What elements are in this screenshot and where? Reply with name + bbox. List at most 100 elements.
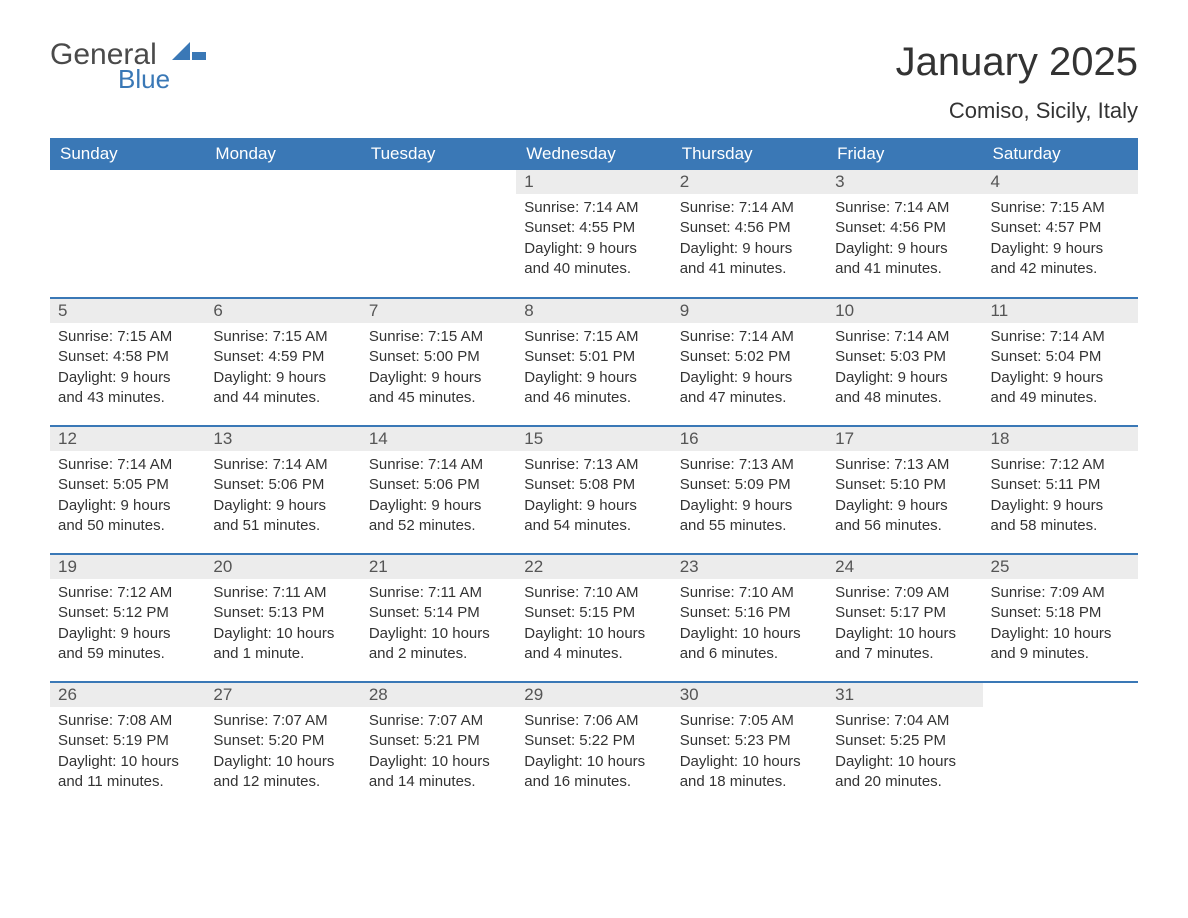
day-details: Sunrise: 7:14 AMSunset: 5:05 PMDaylight:…: [50, 451, 205, 544]
calendar-week-row: 5Sunrise: 7:15 AMSunset: 4:58 PMDaylight…: [50, 298, 1138, 426]
calendar-day-cell: 30Sunrise: 7:05 AMSunset: 5:23 PMDayligh…: [672, 682, 827, 810]
day-details: Sunrise: 7:14 AMSunset: 5:06 PMDaylight:…: [361, 451, 516, 544]
calendar-day-cell: 8Sunrise: 7:15 AMSunset: 5:01 PMDaylight…: [516, 298, 671, 426]
weekday-header: Friday: [827, 138, 982, 170]
day-details: Sunrise: 7:12 AMSunset: 5:12 PMDaylight:…: [50, 579, 205, 672]
day-number: 23: [672, 555, 827, 579]
day-number: 16: [672, 427, 827, 451]
day-number: 15: [516, 427, 671, 451]
calendar-day-cell: 10Sunrise: 7:14 AMSunset: 5:03 PMDayligh…: [827, 298, 982, 426]
day-number: 24: [827, 555, 982, 579]
day-number: 11: [983, 299, 1138, 323]
day-details: Sunrise: 7:14 AMSunset: 4:56 PMDaylight:…: [672, 194, 827, 287]
day-number: 25: [983, 555, 1138, 579]
day-number: 9: [672, 299, 827, 323]
calendar-day-cell: 20Sunrise: 7:11 AMSunset: 5:13 PMDayligh…: [205, 554, 360, 682]
day-number: 27: [205, 683, 360, 707]
day-details: Sunrise: 7:15 AMSunset: 5:00 PMDaylight:…: [361, 323, 516, 416]
location-text: Comiso, Sicily, Italy: [50, 98, 1138, 124]
day-details: Sunrise: 7:13 AMSunset: 5:08 PMDaylight:…: [516, 451, 671, 544]
day-details: Sunrise: 7:11 AMSunset: 5:13 PMDaylight:…: [205, 579, 360, 672]
calendar-day-cell: 18Sunrise: 7:12 AMSunset: 5:11 PMDayligh…: [983, 426, 1138, 554]
day-details: Sunrise: 7:14 AMSunset: 5:02 PMDaylight:…: [672, 323, 827, 416]
day-details: Sunrise: 7:10 AMSunset: 5:16 PMDaylight:…: [672, 579, 827, 672]
calendar-day-cell: 1Sunrise: 7:14 AMSunset: 4:55 PMDaylight…: [516, 170, 671, 298]
day-number: 29: [516, 683, 671, 707]
calendar-day-cell: 26Sunrise: 7:08 AMSunset: 5:19 PMDayligh…: [50, 682, 205, 810]
calendar-day-cell: 6Sunrise: 7:15 AMSunset: 4:59 PMDaylight…: [205, 298, 360, 426]
day-details: Sunrise: 7:15 AMSunset: 4:58 PMDaylight:…: [50, 323, 205, 416]
day-number: 4: [983, 170, 1138, 194]
calendar-day-cell: 27Sunrise: 7:07 AMSunset: 5:20 PMDayligh…: [205, 682, 360, 810]
calendar-day-cell: 22Sunrise: 7:10 AMSunset: 5:15 PMDayligh…: [516, 554, 671, 682]
day-number: 7: [361, 299, 516, 323]
day-number: 12: [50, 427, 205, 451]
day-details: Sunrise: 7:14 AMSunset: 4:56 PMDaylight:…: [827, 194, 982, 287]
day-number: 8: [516, 299, 671, 323]
day-details: Sunrise: 7:14 AMSunset: 4:55 PMDaylight:…: [516, 194, 671, 287]
calendar-day-cell: 7Sunrise: 7:15 AMSunset: 5:00 PMDaylight…: [361, 298, 516, 426]
calendar-day-cell: 15Sunrise: 7:13 AMSunset: 5:08 PMDayligh…: [516, 426, 671, 554]
weekday-header: Saturday: [983, 138, 1138, 170]
weekday-header-row: Sunday Monday Tuesday Wednesday Thursday…: [50, 138, 1138, 170]
calendar-day-cell: ..: [205, 170, 360, 298]
day-details: Sunrise: 7:13 AMSunset: 5:09 PMDaylight:…: [672, 451, 827, 544]
day-details: Sunrise: 7:14 AMSunset: 5:04 PMDaylight:…: [983, 323, 1138, 416]
calendar-day-cell: 21Sunrise: 7:11 AMSunset: 5:14 PMDayligh…: [361, 554, 516, 682]
calendar-day-cell: 29Sunrise: 7:06 AMSunset: 5:22 PMDayligh…: [516, 682, 671, 810]
day-number: 5: [50, 299, 205, 323]
day-number: 14: [361, 427, 516, 451]
calendar-day-cell: 12Sunrise: 7:14 AMSunset: 5:05 PMDayligh…: [50, 426, 205, 554]
calendar-day-cell: 4Sunrise: 7:15 AMSunset: 4:57 PMDaylight…: [983, 170, 1138, 298]
day-details: Sunrise: 7:10 AMSunset: 5:15 PMDaylight:…: [516, 579, 671, 672]
calendar-day-cell: 13Sunrise: 7:14 AMSunset: 5:06 PMDayligh…: [205, 426, 360, 554]
weekday-header: Thursday: [672, 138, 827, 170]
page-title: January 2025: [896, 40, 1138, 85]
calendar-day-cell: 17Sunrise: 7:13 AMSunset: 5:10 PMDayligh…: [827, 426, 982, 554]
day-details: Sunrise: 7:07 AMSunset: 5:20 PMDaylight:…: [205, 707, 360, 800]
day-number: 20: [205, 555, 360, 579]
day-number: 18: [983, 427, 1138, 451]
day-details: Sunrise: 7:12 AMSunset: 5:11 PMDaylight:…: [983, 451, 1138, 544]
calendar-day-cell: 2Sunrise: 7:14 AMSunset: 4:56 PMDaylight…: [672, 170, 827, 298]
calendar-day-cell: 16Sunrise: 7:13 AMSunset: 5:09 PMDayligh…: [672, 426, 827, 554]
day-details: Sunrise: 7:09 AMSunset: 5:17 PMDaylight:…: [827, 579, 982, 672]
day-details: Sunrise: 7:07 AMSunset: 5:21 PMDaylight:…: [361, 707, 516, 800]
day-number: 6: [205, 299, 360, 323]
day-number: 13: [205, 427, 360, 451]
brand-logo: General Blue: [50, 40, 208, 92]
calendar-week-row: ......1Sunrise: 7:14 AMSunset: 4:55 PMDa…: [50, 170, 1138, 298]
day-number: 22: [516, 555, 671, 579]
day-number: 1: [516, 170, 671, 194]
weekday-header: Sunday: [50, 138, 205, 170]
calendar-day-cell: 11Sunrise: 7:14 AMSunset: 5:04 PMDayligh…: [983, 298, 1138, 426]
calendar-week-row: 26Sunrise: 7:08 AMSunset: 5:19 PMDayligh…: [50, 682, 1138, 810]
calendar-day-cell: 5Sunrise: 7:15 AMSunset: 4:58 PMDaylight…: [50, 298, 205, 426]
day-details: Sunrise: 7:15 AMSunset: 4:59 PMDaylight:…: [205, 323, 360, 416]
calendar-week-row: 12Sunrise: 7:14 AMSunset: 5:05 PMDayligh…: [50, 426, 1138, 554]
calendar-week-row: 19Sunrise: 7:12 AMSunset: 5:12 PMDayligh…: [50, 554, 1138, 682]
day-details: Sunrise: 7:11 AMSunset: 5:14 PMDaylight:…: [361, 579, 516, 672]
calendar-day-cell: 19Sunrise: 7:12 AMSunset: 5:12 PMDayligh…: [50, 554, 205, 682]
weekday-header: Wednesday: [516, 138, 671, 170]
day-number: 3: [827, 170, 982, 194]
calendar-day-cell: 14Sunrise: 7:14 AMSunset: 5:06 PMDayligh…: [361, 426, 516, 554]
day-details: Sunrise: 7:06 AMSunset: 5:22 PMDaylight:…: [516, 707, 671, 800]
day-number: 26: [50, 683, 205, 707]
day-number: 30: [672, 683, 827, 707]
day-number: 2: [672, 170, 827, 194]
day-details: Sunrise: 7:08 AMSunset: 5:19 PMDaylight:…: [50, 707, 205, 800]
calendar-day-cell: ..: [983, 682, 1138, 810]
weekday-header: Monday: [205, 138, 360, 170]
brand-mark-icon: [172, 40, 208, 68]
day-number: 17: [827, 427, 982, 451]
day-details: Sunrise: 7:14 AMSunset: 5:06 PMDaylight:…: [205, 451, 360, 544]
calendar-day-cell: 31Sunrise: 7:04 AMSunset: 5:25 PMDayligh…: [827, 682, 982, 810]
day-details: Sunrise: 7:05 AMSunset: 5:23 PMDaylight:…: [672, 707, 827, 800]
calendar-day-cell: 3Sunrise: 7:14 AMSunset: 4:56 PMDaylight…: [827, 170, 982, 298]
weekday-header: Tuesday: [361, 138, 516, 170]
calendar-day-cell: 9Sunrise: 7:14 AMSunset: 5:02 PMDaylight…: [672, 298, 827, 426]
day-details: Sunrise: 7:15 AMSunset: 4:57 PMDaylight:…: [983, 194, 1138, 287]
day-details: Sunrise: 7:15 AMSunset: 5:01 PMDaylight:…: [516, 323, 671, 416]
day-number: 31: [827, 683, 982, 707]
